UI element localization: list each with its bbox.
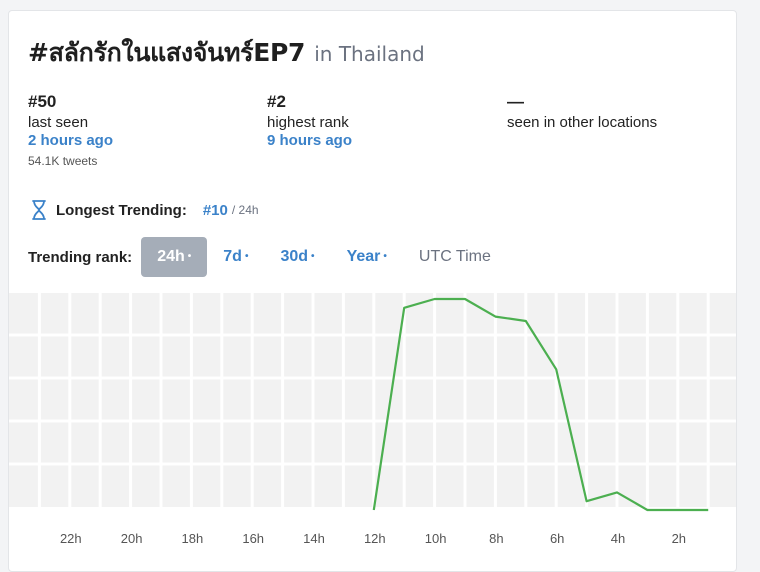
hourglass-icon xyxy=(30,199,48,221)
longest-trending-label: Longest Trending: xyxy=(56,202,187,219)
x-tick-label: 18h xyxy=(182,531,204,546)
utc-time-label: UTC Time xyxy=(403,248,507,266)
tab-7d[interactable]: 7d• xyxy=(207,237,264,277)
x-tick-label: 10h xyxy=(425,531,447,546)
other-locations-stat: — seen in other locations xyxy=(507,91,657,131)
tab-year[interactable]: Year• xyxy=(331,237,403,277)
trend-card: #สลักรักในแสงจันทร์EP7 in Thailand #50 l… xyxy=(8,10,737,572)
longest-trending-rank[interactable]: #10 xyxy=(203,202,228,219)
x-tick-label: 16h xyxy=(242,531,264,546)
last-seen-rank: #50 xyxy=(28,91,113,113)
x-tick-label: 12h xyxy=(364,531,386,546)
highest-rank-value: #2 xyxy=(267,91,352,113)
trending-rank-controls: Trending rank: 24h• 7d• 30d• Year• UTC T… xyxy=(28,237,507,277)
hashtag-title: #สลักรักในแสงจันทร์EP7 xyxy=(28,38,305,67)
x-tick-label: 22h xyxy=(60,531,82,546)
other-locations-label: seen in other locations xyxy=(507,114,657,131)
last-seen-label: last seen xyxy=(28,114,113,131)
last-seen-time-link[interactable]: 2 hours ago xyxy=(28,132,113,149)
longest-trending-span: / 24h xyxy=(232,203,259,217)
trending-rank-chart: 22h 20h 18h 16h 14h 12h 10h 8h 6h 4h 2h xyxy=(9,293,736,564)
other-locations-value: — xyxy=(507,91,657,113)
longest-trending: Longest Trending: #10 / 24h xyxy=(30,199,259,221)
highest-rank-time-link[interactable]: 9 hours ago xyxy=(267,132,352,149)
page-title: #สลักรักในแสงจันทร์EP7 in Thailand xyxy=(28,33,425,73)
tweet-count: 54.1K tweets xyxy=(28,154,113,168)
tab-24h[interactable]: 24h• xyxy=(141,237,207,277)
x-tick-label: 4h xyxy=(611,531,625,546)
trending-rank-label: Trending rank: xyxy=(28,249,132,266)
x-tick-label: 2h xyxy=(672,531,686,546)
x-tick-label: 14h xyxy=(303,531,325,546)
x-tick-label: 8h xyxy=(489,531,503,546)
tab-30d[interactable]: 30d• xyxy=(264,237,330,277)
last-seen-stat: #50 last seen 2 hours ago 54.1K tweets xyxy=(28,91,113,168)
location-label: in Thailand xyxy=(314,42,424,66)
highest-rank-label: highest rank xyxy=(267,114,352,131)
highest-rank-stat: #2 highest rank 9 hours ago xyxy=(267,91,352,149)
x-tick-label: 6h xyxy=(550,531,564,546)
x-tick-label: 20h xyxy=(121,531,143,546)
